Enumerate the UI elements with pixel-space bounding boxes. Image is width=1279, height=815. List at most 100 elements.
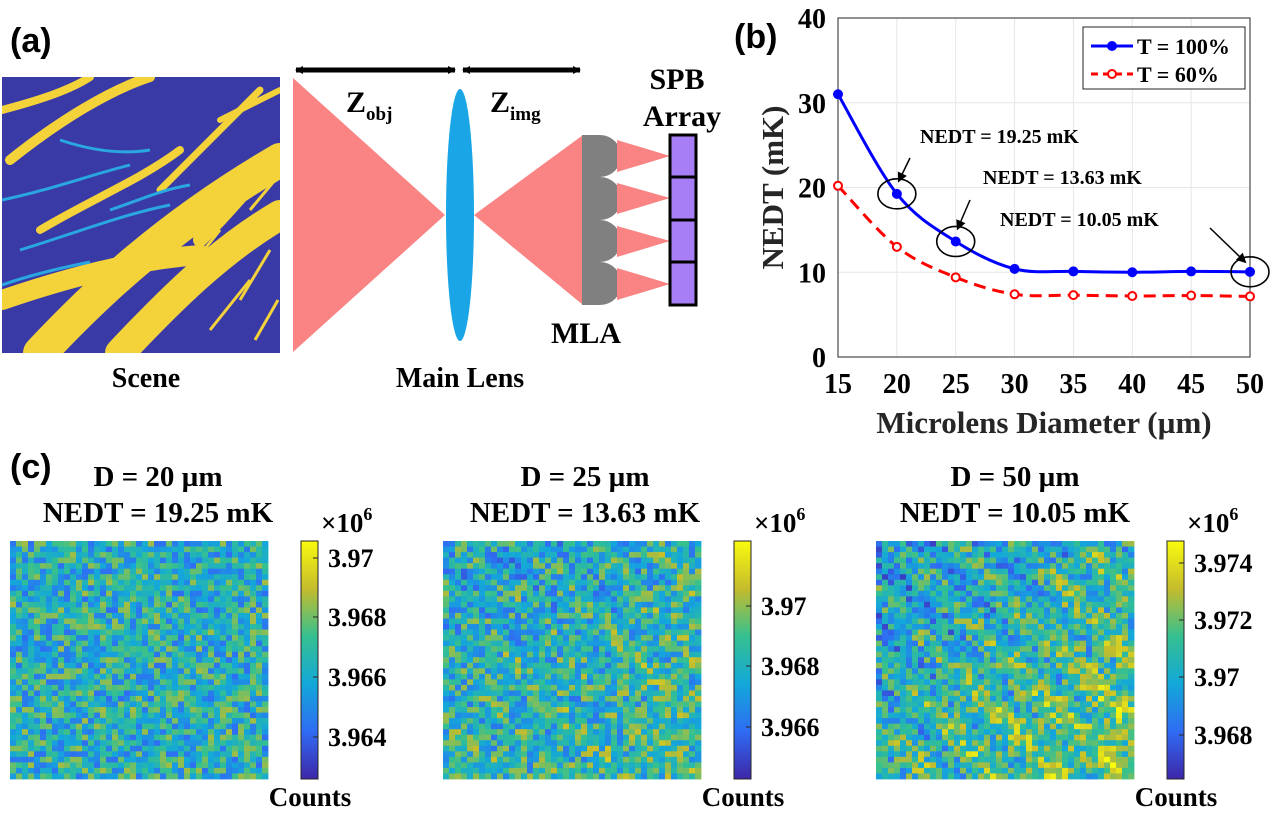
heatmap-cell [966,585,973,592]
heatmap-cell [52,640,59,647]
heatmap-cell [106,657,113,664]
heatmap-cell [1098,568,1105,575]
heatmap-cell [942,657,949,664]
heatmap-cell [683,657,690,664]
heatmap-cell [10,541,17,547]
heatmap-cell [629,651,636,658]
heatmap-cell [136,635,143,642]
heatmap-cell [966,646,973,653]
heatmap-cell [106,684,113,691]
heatmap-cell [473,684,480,691]
heatmap-cell [521,552,528,558]
heatmap-cell [629,756,636,763]
heatmap-cell [545,601,552,608]
heatmap-cell [695,541,702,547]
heatmap-cell [106,574,113,581]
panel-label-b: (b) [734,18,777,56]
heatmap-cell [58,662,65,669]
heatmap-cell [238,679,245,686]
heatmap-cell [533,585,540,592]
heatmap-cell [888,612,895,619]
heatmap-cell [479,596,486,603]
heatmap-cell [455,585,462,592]
heatmap-cell [587,773,594,780]
heatmap-cell [623,740,630,747]
heatmap-cell [1128,563,1135,570]
heatmap-cell [184,585,191,592]
heatmap-cell [876,629,883,636]
heatmap-cell [491,657,498,664]
heatmap-cell [605,635,612,642]
heatmap-cell [978,612,985,619]
heatmap-cell [575,767,582,774]
heatmap-cell [214,751,221,758]
heatmap-cell [876,679,883,686]
heatmap-cell [88,695,95,702]
heatmap-cell [906,635,913,642]
heatmap-cell [1074,557,1081,564]
heatmap-cell [94,557,101,564]
heatmap-cell [208,579,215,586]
panel-label-a: (a) [10,22,52,60]
heatmap-cell [479,707,486,713]
x-tick-label: 15 [824,369,852,400]
heatmap-cell [527,701,534,708]
heatmap-cell [533,579,540,586]
heatmap-cell [1002,635,1009,642]
heatmap-cell [978,635,985,642]
heatmap-cell [449,618,456,625]
heatmap-cell [605,646,612,653]
heatmap-cell [58,579,65,586]
heatmap-cell [569,624,576,630]
heatmap-cell [948,574,955,581]
heatmap-cell [641,701,648,708]
heatmap-cell [1056,563,1063,570]
heatmap-cell [647,762,654,769]
heatmap-cell [10,563,17,570]
heatmap-cell [220,541,227,547]
heatmap-cell [10,684,17,691]
heatmap-cell [479,767,486,774]
heatmap-cell [527,646,534,653]
heatmap-cell [256,646,263,653]
heatmap-cell [479,590,486,597]
heatmap-cell [563,695,570,702]
heatmap-cell [250,557,257,564]
heatmap-cell [984,574,991,581]
heatmap-cell [250,740,257,747]
heatmap-cell [46,695,53,702]
heatmap-cell [214,695,221,702]
heatmap-cell [449,612,456,619]
heatmap-cell [509,751,516,758]
heatmap-cell [467,773,474,780]
heatmap-cell [533,541,540,547]
heatmap-cell [172,773,179,780]
heatmap-cell [581,568,588,575]
heatmap-cell [563,773,570,780]
heatmap-cell [82,690,89,697]
heatmap-cell [1122,590,1129,597]
heatmap-cell [94,701,101,708]
heatmap-cell [455,541,462,547]
heatmap-cell [689,646,696,653]
heatmap-cell [142,601,149,608]
heatmap-cell [467,668,474,675]
heatmap-cell [28,546,35,553]
heatmap-cell [1098,596,1105,603]
heatmap-cell [256,662,263,669]
heatmap-cell [142,596,149,603]
heatmap-cell [972,679,979,686]
heatmap-cell [124,762,131,769]
heatmap-cell [112,651,119,658]
heatmap-cell [617,762,624,769]
heatmap-cell [533,590,540,597]
heatmap-cell [1002,662,1009,669]
heatmap-cell [533,729,540,736]
heatmap-cell [659,601,666,608]
heatmap-cell [569,756,576,763]
heatmap-cell [46,568,53,575]
heatmap-cell [172,718,179,725]
heatmap-cell [605,546,612,553]
heatmap-cell [118,601,125,608]
heatmap-cell [118,723,125,730]
